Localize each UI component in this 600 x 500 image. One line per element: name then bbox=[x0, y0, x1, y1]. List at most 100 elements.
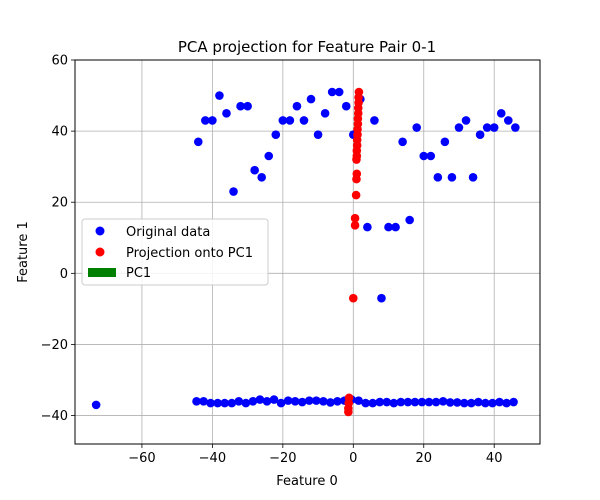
original-data-point bbox=[334, 87, 344, 97]
original-data-point bbox=[474, 397, 483, 407]
legend-label-original: Original data bbox=[126, 225, 210, 240]
x-tick-label: −20 bbox=[269, 451, 296, 466]
x-tick-label: 40 bbox=[486, 451, 503, 466]
original-data-point bbox=[419, 151, 429, 161]
original-data-point bbox=[391, 222, 400, 232]
original-data-point bbox=[375, 397, 385, 407]
legend-box bbox=[81, 218, 269, 286]
x-tick-label: 20 bbox=[415, 451, 432, 466]
original-data-point bbox=[320, 109, 330, 118]
original-data-point bbox=[192, 397, 201, 406]
original-data-series bbox=[91, 87, 520, 410]
y-axis-label: Feature 1 bbox=[16, 221, 31, 283]
original-data-point bbox=[208, 116, 217, 125]
original-data-point bbox=[257, 173, 267, 182]
original-data-point bbox=[327, 87, 337, 97]
original-data-point bbox=[440, 137, 450, 147]
chart-title: PCA projection for Feature Pair 0-1 bbox=[178, 38, 436, 56]
original-data-point bbox=[248, 397, 258, 406]
original-data-point bbox=[511, 123, 520, 132]
original-data-point bbox=[410, 397, 420, 407]
original-data-point bbox=[319, 397, 328, 406]
original-data-point bbox=[424, 397, 434, 407]
original-data-point bbox=[384, 222, 393, 232]
original-data-point bbox=[433, 173, 443, 182]
original-data-point bbox=[91, 400, 101, 410]
original-data-point bbox=[412, 123, 422, 132]
x-tick-label: −40 bbox=[199, 451, 226, 466]
original-data-point bbox=[509, 397, 518, 407]
data-points bbox=[91, 87, 520, 417]
y-tick-label: −40 bbox=[41, 409, 68, 424]
original-data-point bbox=[396, 397, 406, 407]
original-data-point bbox=[452, 398, 462, 407]
original-data-point bbox=[370, 116, 379, 125]
legend-marker-pc1 bbox=[88, 268, 116, 277]
original-data-point bbox=[222, 109, 231, 118]
original-data-point bbox=[313, 130, 323, 139]
projection-point bbox=[351, 190, 361, 200]
original-data-point bbox=[278, 116, 288, 125]
original-data-point bbox=[431, 397, 441, 407]
original-data-point bbox=[269, 395, 279, 404]
legend: Original data Projection onto PC1 PC1 bbox=[81, 218, 269, 286]
original-data-point bbox=[403, 397, 413, 407]
original-data-point bbox=[312, 396, 321, 405]
legend-marker-projection bbox=[95, 247, 105, 257]
original-data-point bbox=[481, 398, 490, 408]
original-data-point bbox=[213, 398, 222, 408]
original-data-point bbox=[445, 398, 455, 407]
projection-point bbox=[350, 213, 360, 223]
original-data-point bbox=[489, 123, 499, 132]
original-data-point bbox=[236, 101, 245, 111]
original-data-point bbox=[468, 173, 478, 182]
original-data-point bbox=[405, 215, 414, 225]
original-data-point bbox=[495, 397, 504, 407]
original-data-point bbox=[382, 397, 392, 407]
original-data-point bbox=[341, 101, 351, 111]
legend-label-projection: Projection onto PC1 bbox=[126, 246, 253, 261]
original-data-point bbox=[199, 397, 208, 406]
original-data-point bbox=[467, 398, 476, 408]
original-data-point bbox=[201, 116, 210, 125]
original-data-point bbox=[461, 116, 471, 125]
original-data-point bbox=[377, 293, 386, 303]
original-data-point bbox=[447, 173, 457, 182]
original-data-point bbox=[220, 398, 230, 408]
y-tick-label: 0 bbox=[60, 267, 68, 282]
original-data-point bbox=[304, 396, 314, 405]
y-tick-label: 40 bbox=[51, 125, 68, 140]
original-data-point bbox=[502, 398, 511, 408]
x-tick-label: 0 bbox=[349, 451, 357, 466]
original-data-point bbox=[234, 397, 244, 406]
original-data-point bbox=[426, 151, 436, 161]
original-data-point bbox=[243, 101, 252, 111]
original-data-point bbox=[193, 137, 203, 147]
projection-point bbox=[352, 174, 361, 184]
original-data-point bbox=[227, 398, 237, 408]
original-data-point bbox=[206, 398, 215, 408]
original-data-point bbox=[354, 396, 363, 405]
original-data-point bbox=[271, 130, 281, 139]
original-data-point bbox=[496, 109, 506, 118]
original-data-point bbox=[215, 91, 224, 100]
original-data-point bbox=[398, 137, 407, 147]
original-data-point bbox=[503, 116, 513, 125]
projection-point bbox=[350, 221, 360, 230]
plot-frame bbox=[74, 59, 541, 445]
original-data-point bbox=[326, 398, 335, 407]
original-data-point bbox=[283, 396, 293, 405]
y-tick-label: 60 bbox=[51, 54, 68, 69]
original-data-point bbox=[482, 123, 492, 132]
original-data-point bbox=[285, 116, 295, 125]
projection-series bbox=[344, 87, 364, 417]
legend-label-pc1: PC1 bbox=[126, 266, 151, 281]
original-data-point bbox=[488, 398, 497, 408]
original-data-point bbox=[454, 123, 464, 132]
original-data-point bbox=[459, 398, 469, 408]
original-data-point bbox=[264, 151, 274, 161]
original-data-point bbox=[389, 398, 399, 408]
original-data-point bbox=[417, 397, 427, 407]
y-tick-label: 20 bbox=[51, 196, 68, 211]
